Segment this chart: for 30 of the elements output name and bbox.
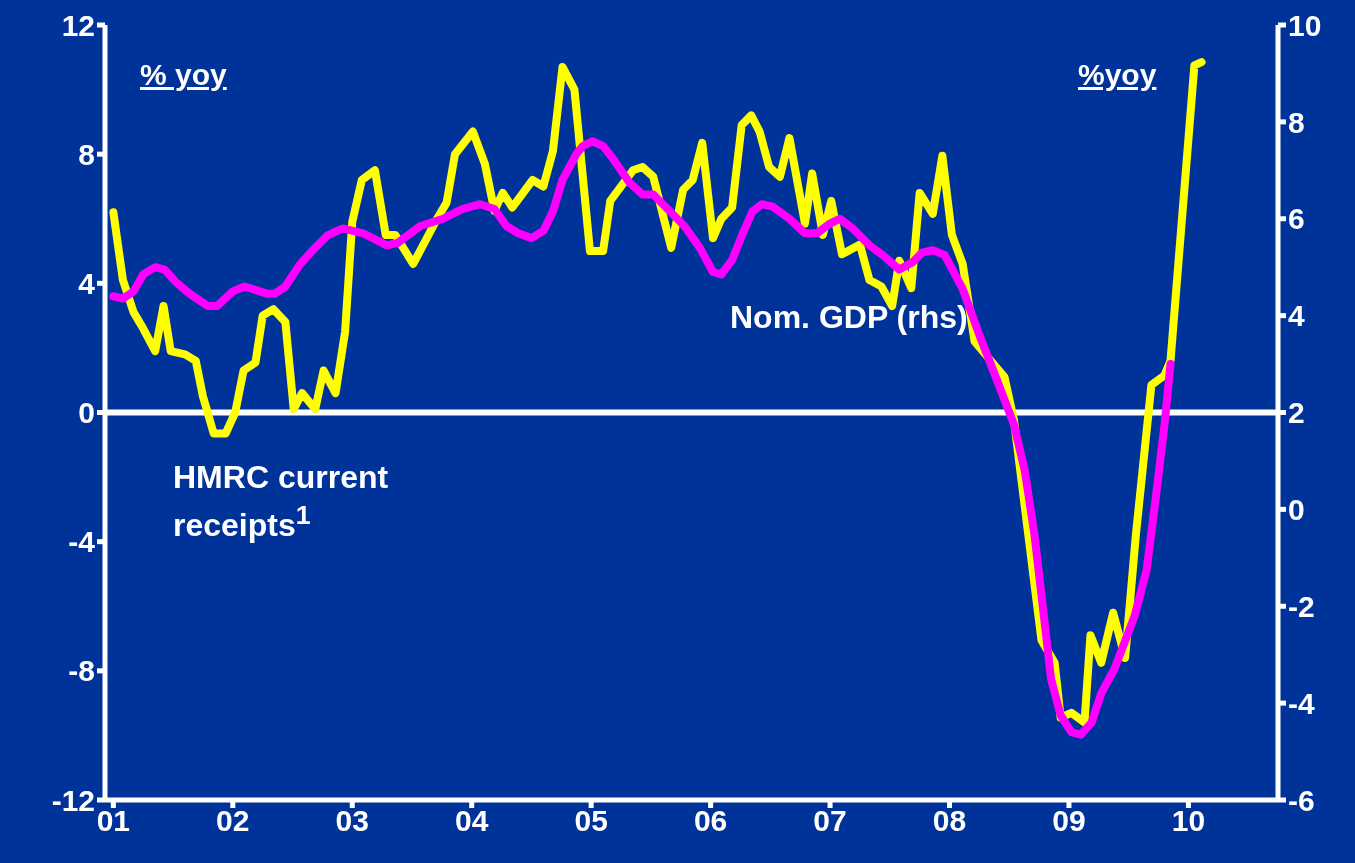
y2-tick-label: 4 (1288, 299, 1305, 333)
x-tick-label: 05 (574, 804, 608, 838)
x-tick-label: 10 (1171, 804, 1206, 838)
y2-tick-label: -4 (1288, 686, 1315, 720)
y2-tick-label: 10 (1288, 8, 1322, 42)
x-tick-label: 08 (932, 804, 967, 838)
x-tick-label: 06 (693, 804, 728, 838)
y2-tick-label: -2 (1288, 589, 1315, 623)
y-tick-label: -8 (68, 654, 95, 688)
series-label: HMRC current receipts$^{1}$ (173, 458, 390, 544)
x-tick-label: 09 (1052, 804, 1086, 838)
y-tick-label: 12 (61, 8, 95, 42)
x-tick-label: 03 (335, 804, 369, 838)
y2-tick-label: 2 (1288, 396, 1305, 430)
y2-tick-label: 0 (1288, 493, 1305, 527)
y-tick-label: -12 (51, 783, 95, 817)
y2-tick-label: 8 (1288, 105, 1305, 139)
series-label: Nom. GDP (rhs) (730, 298, 969, 336)
y2-tick-label: 6 (1288, 202, 1305, 236)
annotation: % yoy (140, 58, 227, 92)
y-tick-label: -4 (68, 525, 96, 559)
x-tick-label: 07 (813, 804, 847, 838)
y-tick-label: 0 (78, 396, 95, 430)
y-tick-label: 8 (78, 137, 95, 171)
y2-tick-label: -6 (1288, 783, 1315, 817)
x-tick-label: 02 (216, 804, 250, 838)
x-tick-label: 04 (455, 804, 489, 838)
annotation: %yoy (1078, 58, 1157, 92)
x-tick-label: 01 (96, 804, 131, 838)
y-tick-label: 4 (78, 266, 96, 300)
